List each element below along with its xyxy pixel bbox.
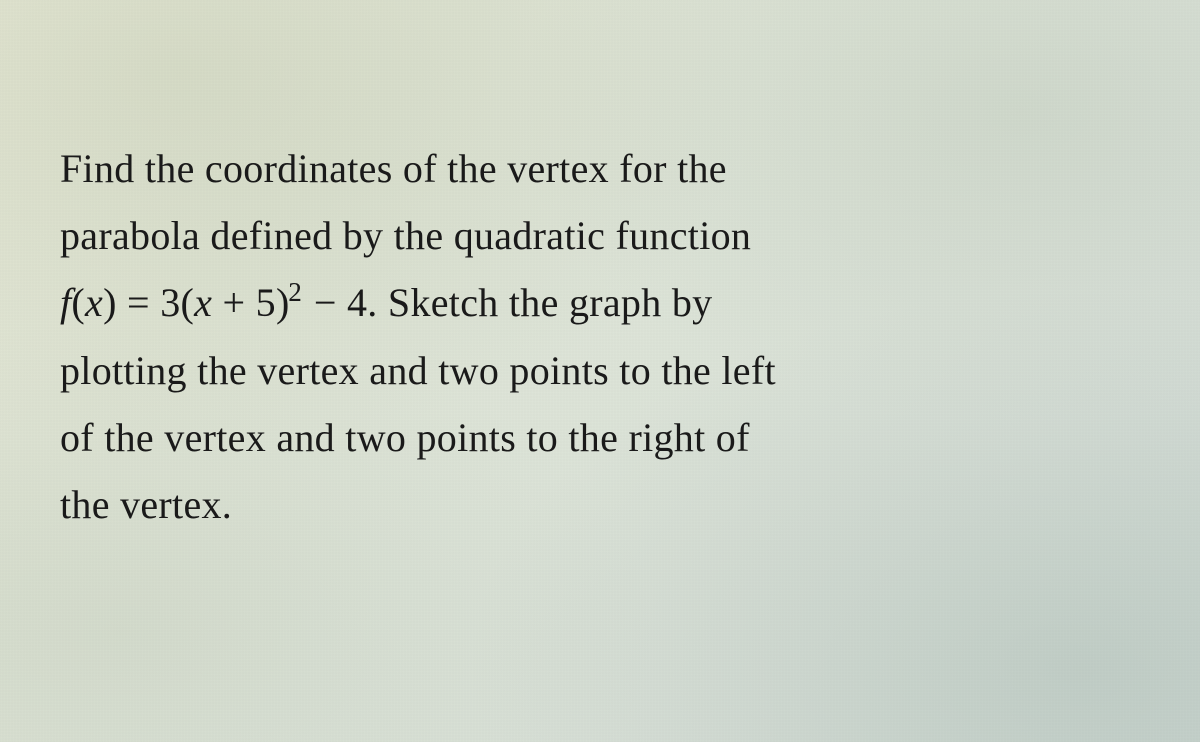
exponent-2: 2 (288, 277, 302, 307)
text-line-2: parabola defined by the quadratic functi… (60, 213, 751, 258)
problem-text: Find the coordinates of the vertex for t… (60, 135, 1140, 538)
function-name: f (60, 280, 71, 325)
function-argument: x (85, 280, 103, 325)
open-paren: ( (181, 280, 195, 325)
constant-5: 5 (256, 280, 276, 325)
constant-4: 4 (347, 280, 367, 325)
close-paren-func: ) (103, 280, 117, 325)
variable-x: x (194, 280, 212, 325)
coefficient: 3 (160, 280, 180, 325)
open-paren-func: ( (71, 280, 85, 325)
plus-sign: + (212, 280, 255, 325)
text-line-4: plotting the vertex and two points to th… (60, 348, 776, 393)
minus-sign: − (304, 280, 347, 325)
text-line-1: Find the coordinates of the vertex for t… (60, 146, 727, 191)
text-line-3-rest: Sketch the graph by (388, 280, 713, 325)
function-expression: f(x) = 3(x + 5)2 − 4. (60, 280, 388, 325)
problem-container: Find the coordinates of the vertex for t… (0, 0, 1200, 598)
text-line-5: of the vertex and two points to the righ… (60, 415, 750, 460)
equals-sign: = (117, 280, 160, 325)
text-line-6: the vertex. (60, 482, 232, 527)
period: . (367, 280, 388, 325)
